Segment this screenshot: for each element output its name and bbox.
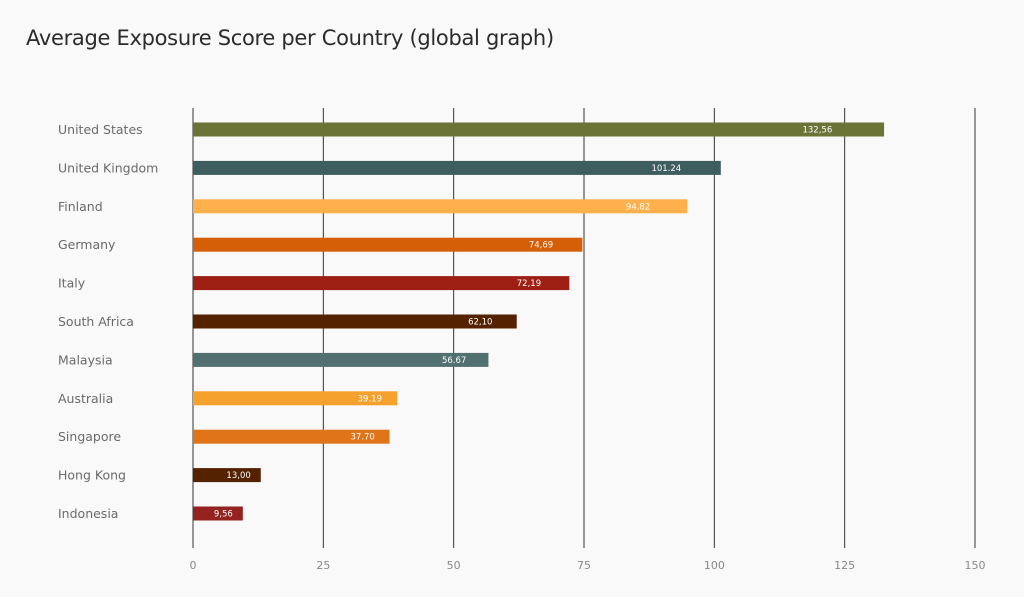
bar — [193, 468, 261, 483]
data-label: 37.70 — [350, 433, 374, 443]
category-label: Indonesia — [58, 506, 118, 521]
bar — [193, 276, 570, 291]
bar — [193, 391, 398, 406]
bar — [193, 199, 688, 214]
data-label: 72,19 — [517, 279, 541, 289]
x-tick-label: 50 — [447, 559, 461, 572]
x-tick-label: 125 — [834, 559, 855, 572]
bar — [193, 122, 885, 137]
category-label: South Africa — [58, 314, 134, 329]
category-label: Italy — [58, 276, 86, 291]
data-label: 39.19 — [358, 394, 382, 404]
category-label: Australia — [58, 391, 113, 406]
data-label: 62,10 — [468, 318, 492, 328]
data-label: 56.67 — [442, 356, 466, 366]
category-label: Hong Kong — [58, 468, 126, 483]
data-label: 94.82 — [626, 202, 650, 212]
category-label: Malaysia — [58, 352, 113, 367]
x-tick-label: 75 — [577, 559, 591, 572]
category-label: Singapore — [58, 429, 121, 444]
data-label: 13,00 — [226, 471, 250, 481]
data-label: 101.24 — [651, 164, 681, 174]
category-label: Finland — [58, 199, 103, 214]
x-tick-label: 150 — [965, 559, 986, 572]
data-label: 9,56 — [214, 510, 233, 520]
bar — [193, 506, 243, 521]
data-label: 132,56 — [802, 126, 832, 136]
bar — [193, 237, 583, 252]
category-label: Germany — [58, 237, 116, 252]
x-tick-label: 25 — [316, 559, 330, 572]
chart-title: Average Exposure Score per Country (glob… — [26, 26, 554, 50]
x-tick-label: 100 — [704, 559, 725, 572]
x-tick-label: 0 — [190, 559, 197, 572]
bar — [193, 429, 390, 444]
category-label: United States — [58, 122, 143, 137]
category-label: United Kingdom — [58, 160, 158, 175]
bar — [193, 314, 517, 329]
data-label: 74,69 — [529, 241, 553, 251]
bar — [193, 352, 489, 367]
bar — [193, 160, 721, 175]
